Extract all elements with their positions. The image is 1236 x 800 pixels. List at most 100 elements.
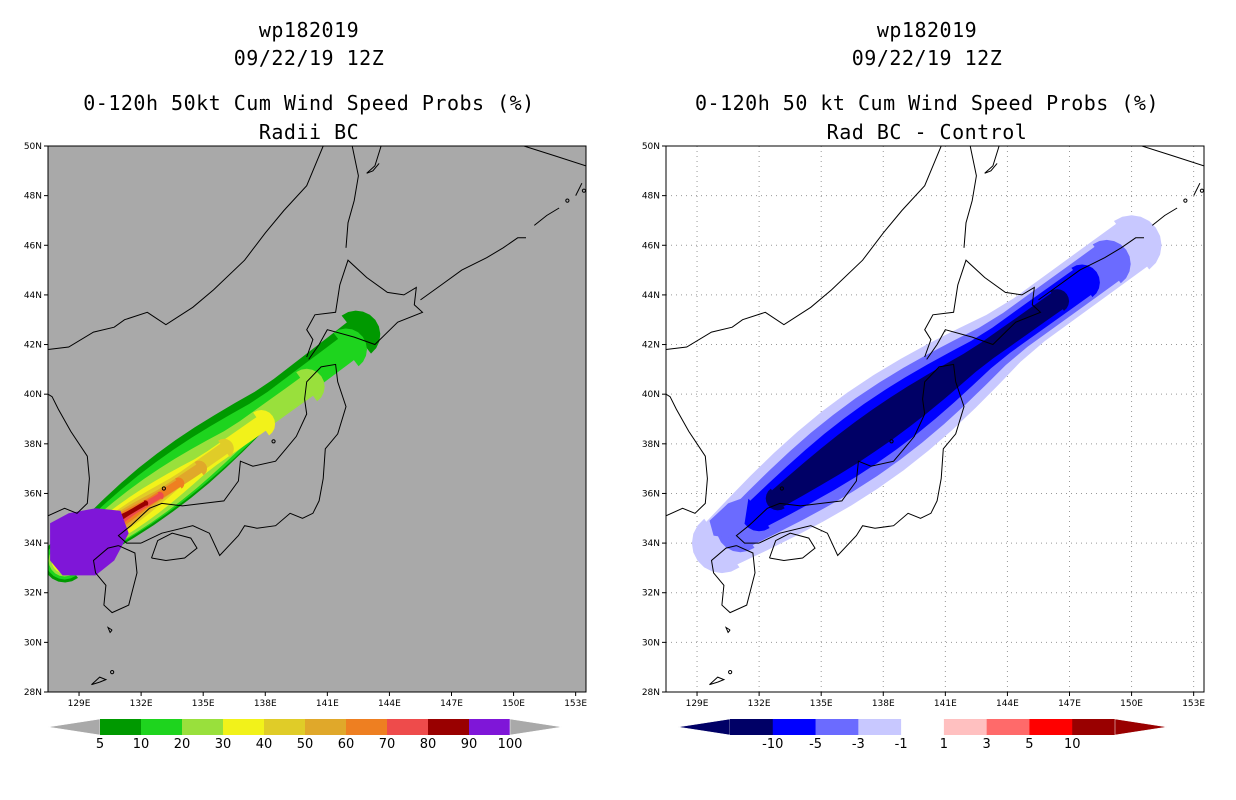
- right-date: 09/22/19 12Z: [851, 46, 1003, 70]
- prob-contour-level: [50, 508, 129, 576]
- left-product-title: 0-120h 50kt Cum Wind Speed Probs (%): [83, 91, 535, 115]
- right-colorbar-high-arrow: [1114, 718, 1168, 736]
- left-colorbar-low-arrow: [47, 718, 101, 736]
- lon-tick-label: 141E: [316, 699, 339, 709]
- lat-tick-label: 42N: [24, 341, 42, 351]
- left-storm-id: wp182019: [258, 18, 360, 42]
- coastline: [91, 676, 108, 686]
- lon-tick-label: 132E: [130, 699, 153, 709]
- coastline: [963, 146, 977, 248]
- lon-tick-label: 135E: [810, 699, 833, 709]
- lon-tick-label: 141E: [934, 699, 957, 709]
- island: [779, 486, 784, 491]
- right-colorbar-swatch: [858, 719, 902, 735]
- lat-tick-label: 46N: [642, 241, 660, 251]
- diff-contour-level: [709, 495, 749, 539]
- map-frame: [47, 145, 587, 693]
- left-map-svg: 28N 30N 32N 34N 36N 38N 40N 42N 44N 46N 48N 50N 129E…: [24, 142, 588, 752]
- left-colorbar-label: 50: [297, 737, 314, 752]
- coastline: [724, 626, 731, 634]
- lat-tick-label: 48N: [24, 192, 42, 202]
- lat-tick-label: 28N: [24, 688, 42, 698]
- left-colorbar-label: 90: [461, 737, 478, 752]
- right-colorbar-label: 1: [940, 737, 948, 752]
- coastline: [106, 626, 113, 634]
- lat-tick-label: 48N: [642, 192, 660, 202]
- left-colorbar-swatch: [223, 719, 265, 735]
- left-colorbar-swatch: [182, 719, 224, 735]
- lon-tick-label: 147E: [1058, 699, 1081, 709]
- lat-tick-label: 30N: [642, 638, 660, 648]
- lon-tick-label: 144E: [378, 699, 401, 709]
- right-colorbar-label: -1: [895, 737, 908, 752]
- right-colorbar-label: 10: [1064, 737, 1081, 752]
- coastline: [1038, 237, 1144, 301]
- coastline: [735, 363, 965, 557]
- lat-tick-label: 30N: [24, 638, 42, 648]
- lat-tick-label: 50N: [24, 142, 42, 152]
- coastline: [666, 146, 942, 350]
- coastline: [1151, 207, 1178, 226]
- lat-tick-label: 32N: [24, 589, 42, 599]
- coastline: [984, 146, 1000, 174]
- lat-tick-label: 28N: [642, 688, 660, 698]
- coastline: [523, 146, 586, 167]
- left-colorbar-label: 5: [96, 737, 104, 752]
- probability-swath: [48, 310, 381, 583]
- left-colorbar-swatch: [387, 719, 429, 735]
- left-colorbar-swatch: [469, 719, 511, 735]
- left-map-panel: wp182019 09/22/19 12Z 0-120h 50kt Cum Wi…: [24, 18, 588, 752]
- coastline: [345, 146, 359, 248]
- right-colorbar: -10 -5 -3 -1 1 3 5 10: [677, 718, 1168, 752]
- map-background: [48, 146, 586, 692]
- coastline: [92, 545, 138, 614]
- left-colorbar-swatch: [141, 719, 183, 735]
- lat-tick-label: 44N: [642, 291, 660, 301]
- right-colorbar-swatch: [815, 719, 859, 735]
- coastline: [666, 393, 708, 517]
- lat-tick-label: 42N: [642, 341, 660, 351]
- right-colorbar-label: -10: [762, 737, 783, 752]
- lon-tick-label: 138E: [872, 699, 895, 709]
- coastlines: [48, 146, 586, 686]
- lat-tick-label: 50N: [642, 142, 660, 152]
- lon-tick-label: 138E: [254, 699, 277, 709]
- right-colorbar-label: 5: [1025, 737, 1033, 752]
- island: [889, 439, 894, 444]
- right-colorbar-label: 3: [983, 737, 991, 752]
- lat-tick-label: 46N: [24, 241, 42, 251]
- right-colorbar-label: -3: [852, 737, 865, 752]
- left-date: 09/22/19 12Z: [233, 46, 385, 70]
- coastline: [48, 146, 324, 350]
- lat-tick-label: 38N: [642, 440, 660, 450]
- island: [110, 670, 115, 675]
- left-colorbar-swatch: [264, 719, 306, 735]
- right-colorbar-swatch: [1072, 719, 1116, 735]
- coastline: [1141, 146, 1204, 167]
- lon-tick-label: 135E: [192, 699, 215, 709]
- left-colorbar-label: 80: [420, 737, 437, 752]
- left-colorbar-label: 30: [215, 737, 232, 752]
- right-subtitle: Rad BC - Control: [826, 120, 1028, 144]
- left-colorbar-label: 100: [498, 737, 523, 752]
- lat-lon-grid: [666, 146, 1204, 692]
- lat-tick-label: 44N: [24, 291, 42, 301]
- coastline: [48, 393, 90, 517]
- left-colorbar-swatch: [305, 719, 347, 735]
- right-colorbar-label: -5: [809, 737, 822, 752]
- island: [565, 198, 570, 203]
- left-colorbar-swatch: [346, 719, 388, 735]
- right-colorbar-swatch: [730, 719, 774, 735]
- coastline: [117, 363, 347, 557]
- lat-tick-label: 34N: [642, 539, 660, 549]
- coastline: [709, 676, 726, 686]
- lon-tick-label: 150E: [502, 699, 525, 709]
- axis-labels: 28N 30N 32N 34N 36N 38N 40N 42N 44N 46N 48N 50N 129E…: [642, 142, 1206, 709]
- left-colorbar-high-arrow: [509, 718, 563, 736]
- lat-tick-label: 40N: [24, 390, 42, 400]
- island: [1183, 198, 1188, 203]
- right-colorbar-swatch: [772, 719, 817, 735]
- lon-tick-label: 153E: [1182, 699, 1205, 709]
- lon-tick-label: 132E: [748, 699, 771, 709]
- left-colorbar-label: 10: [133, 737, 150, 752]
